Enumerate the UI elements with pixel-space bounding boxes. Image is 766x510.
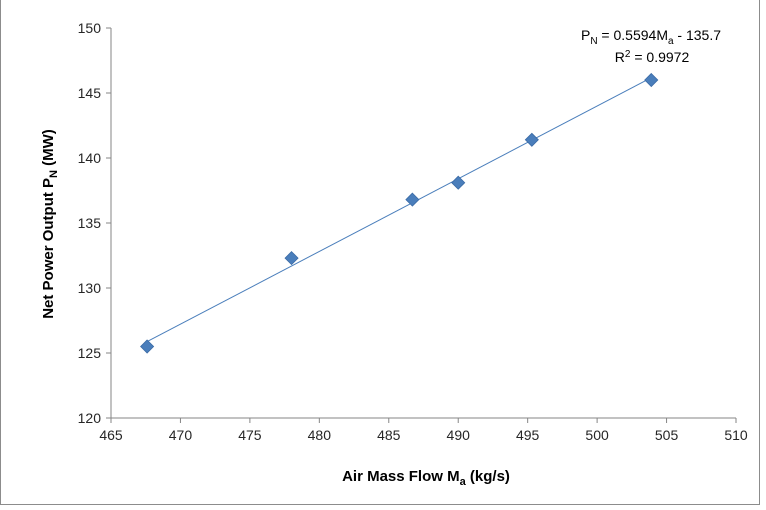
x-tick-label: 500 (585, 427, 609, 443)
data-point-marker (284, 251, 299, 266)
data-point-marker (451, 175, 466, 190)
data-point-marker (140, 339, 155, 354)
y-tick-label: 135 (78, 215, 102, 231)
y-tick-label: 120 (78, 410, 102, 426)
x-tick-label: 495 (516, 427, 540, 443)
x-tick-label: 480 (308, 427, 332, 443)
x-tick-label: 485 (377, 427, 401, 443)
x-tick-label: 505 (655, 427, 679, 443)
x-tick-label: 465 (99, 427, 123, 443)
y-tick-label: 130 (78, 280, 102, 296)
x-tick-label: 470 (169, 427, 193, 443)
trendline-equation: PN = 0.5594Ma - 135.7 (581, 27, 721, 47)
x-axis-title: Air Mass Flow Ma (kg/s) (342, 468, 510, 488)
r-squared-label: R2 = 0.9972 (615, 49, 690, 65)
y-axis-ticks: 120 125 130 135 140 145 150 (78, 20, 111, 426)
x-tick-label: 475 (238, 427, 262, 443)
trendline (146, 77, 652, 343)
axes (110, 28, 736, 419)
data-point-marker (644, 72, 659, 88)
x-tick-label: 510 (724, 427, 748, 443)
data-point-marker (524, 132, 539, 147)
x-tick-label: 490 (447, 427, 471, 443)
data-point-marker (405, 192, 420, 207)
y-axis-title: Net Power Output PN (MW) (40, 129, 60, 319)
data-points (140, 72, 659, 354)
y-tick-label: 145 (78, 85, 102, 101)
x-axis-ticks: 465 470 475 480 485 490 495 500 505 510 (99, 418, 748, 443)
y-tick-label: 150 (78, 20, 102, 36)
trendline-group (146, 77, 652, 343)
y-tick-label: 140 (78, 150, 102, 166)
y-tick-label: 125 (78, 345, 102, 361)
